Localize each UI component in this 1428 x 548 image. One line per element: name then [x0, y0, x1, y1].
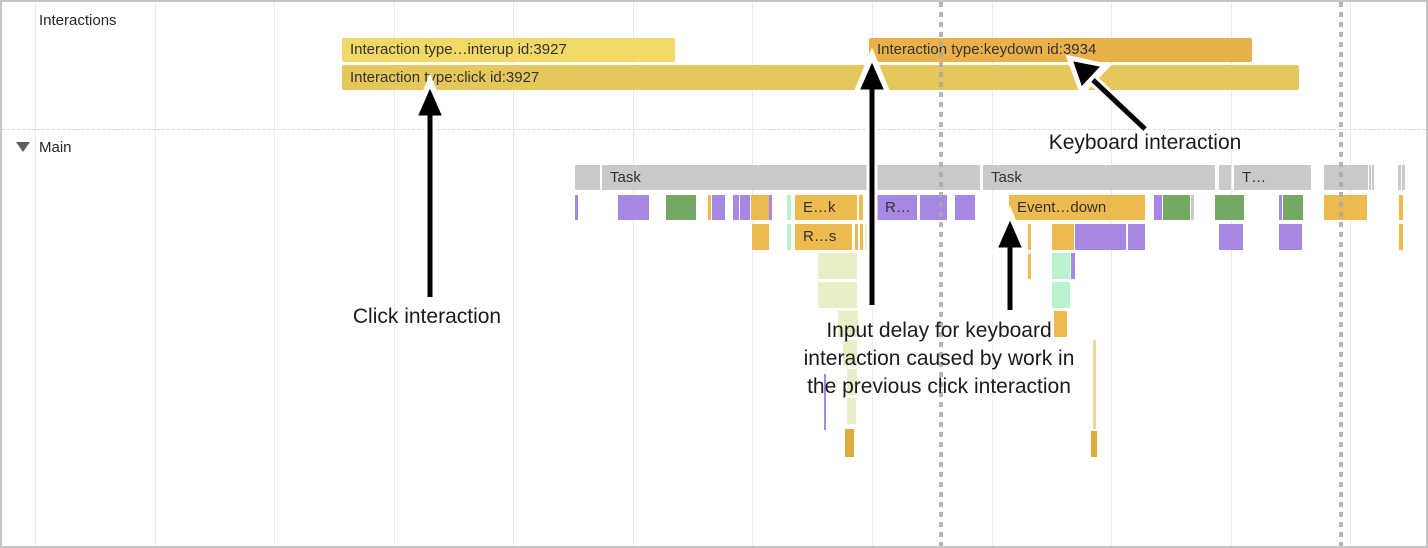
time-gridline [155, 2, 156, 546]
task-bar[interactable]: T… [1234, 165, 1311, 190]
time-gridline [35, 2, 36, 546]
event-bar[interactable] [1052, 282, 1070, 308]
event-bar[interactable] [860, 224, 863, 250]
task-bar[interactable] [1398, 165, 1401, 190]
task-bar[interactable]: Task [602, 165, 871, 190]
event-bar[interactable] [955, 195, 975, 220]
event-bar[interactable] [1028, 253, 1031, 279]
event-bar[interactable] [708, 195, 711, 220]
event-bar[interactable] [618, 195, 649, 220]
event-bar[interactable] [787, 224, 791, 250]
event-bar[interactable] [1163, 195, 1190, 220]
event-bar[interactable] [1279, 224, 1302, 250]
event-bar[interactable] [838, 311, 858, 337]
task-bar[interactable] [877, 165, 980, 190]
event-bar[interactable] [843, 340, 857, 366]
time-gridline [633, 2, 634, 546]
time-gridline [752, 2, 753, 546]
event-bar[interactable] [845, 429, 854, 457]
event-bar[interactable] [1191, 195, 1194, 220]
time-gridline [1231, 2, 1232, 546]
annotation-click-interaction: Click interaction [352, 305, 502, 328]
interaction-pointerup[interactable]: Interaction type…interup id:3927 [342, 38, 675, 62]
task-bar[interactable]: Task [983, 165, 1215, 190]
event-bar[interactable] [1283, 195, 1303, 220]
event-bar[interactable] [1215, 195, 1244, 220]
annotation-input-delay-line1: Input delay for keyboard [826, 319, 1052, 342]
event-bar[interactable] [740, 195, 750, 220]
event-bar[interactable] [824, 374, 826, 430]
event-bar[interactable] [787, 195, 791, 220]
event-bar[interactable] [1219, 224, 1243, 250]
event-bar[interactable] [712, 195, 725, 220]
task-bar[interactable] [1369, 165, 1371, 190]
task-bar[interactable] [1402, 165, 1405, 190]
time-gridline [1111, 2, 1112, 546]
time-gridline [394, 2, 395, 546]
annotation-keyboard-interaction: Keyboard interaction [1048, 131, 1242, 154]
track-separator [2, 129, 1426, 130]
event-bar[interactable] [733, 195, 739, 220]
event-bar[interactable] [847, 398, 856, 424]
time-gridline [1350, 2, 1351, 546]
event-bar[interactable] [855, 224, 858, 250]
event-bar[interactable] [859, 195, 863, 220]
event-bar[interactable] [1093, 340, 1096, 429]
event-bar[interactable] [818, 282, 857, 308]
main-track-label[interactable]: Main [39, 139, 72, 156]
task-bar[interactable] [1219, 165, 1231, 190]
event-bar[interactable] [1052, 253, 1070, 279]
event-bar[interactable] [1071, 253, 1075, 279]
event-bar[interactable] [751, 195, 769, 220]
event-bar[interactable] [1052, 224, 1074, 250]
event-bar[interactable] [818, 253, 857, 279]
event-bar[interactable] [1324, 195, 1367, 220]
event-bar[interactable] [847, 369, 857, 395]
event-bar[interactable] [575, 195, 578, 220]
task-bar[interactable] [575, 165, 600, 190]
annotation-input-delay: Input delay for keyboard interaction cau… [804, 317, 1075, 401]
task-bar[interactable] [1372, 165, 1374, 190]
event-bar[interactable] [1028, 224, 1031, 250]
event-bar[interactable] [1054, 311, 1067, 337]
time-gridline [513, 2, 514, 546]
event-bar[interactable]: R… [877, 195, 917, 220]
event-bar[interactable] [1399, 224, 1403, 250]
event-bar[interactable]: Event…down [1009, 195, 1145, 220]
time-gridline [992, 2, 993, 546]
event-bar[interactable] [1154, 195, 1162, 220]
annotation-input-delay-line3: the previous click interaction [807, 375, 1071, 398]
event-bar[interactable] [1399, 195, 1403, 220]
event-bar[interactable] [769, 195, 772, 220]
dotted-time-marker [1339, 2, 1343, 546]
dotted-time-marker [939, 2, 943, 546]
event-bar[interactable] [1128, 224, 1145, 250]
task-bar[interactable] [1324, 165, 1368, 190]
interaction-click[interactable]: Interaction type:click id:3927 [342, 65, 1299, 90]
time-gridline [274, 2, 275, 546]
event-bar[interactable] [1091, 431, 1097, 457]
interaction-keydown[interactable]: Interaction type:keydown id:3934 [869, 38, 1252, 62]
event-bar[interactable] [1279, 195, 1282, 220]
interactions-track-label: Interactions [39, 12, 117, 29]
annotation-input-delay-line2: interaction caused by work in [803, 347, 1075, 370]
event-bar[interactable]: E…k [795, 195, 857, 220]
event-bar[interactable] [865, 224, 869, 250]
event-bar[interactable] [752, 224, 769, 250]
event-bar[interactable] [1075, 224, 1126, 250]
event-bar[interactable] [666, 195, 696, 220]
main-track-collapse-icon[interactable] [16, 142, 30, 152]
event-bar[interactable]: R…s [795, 224, 852, 250]
